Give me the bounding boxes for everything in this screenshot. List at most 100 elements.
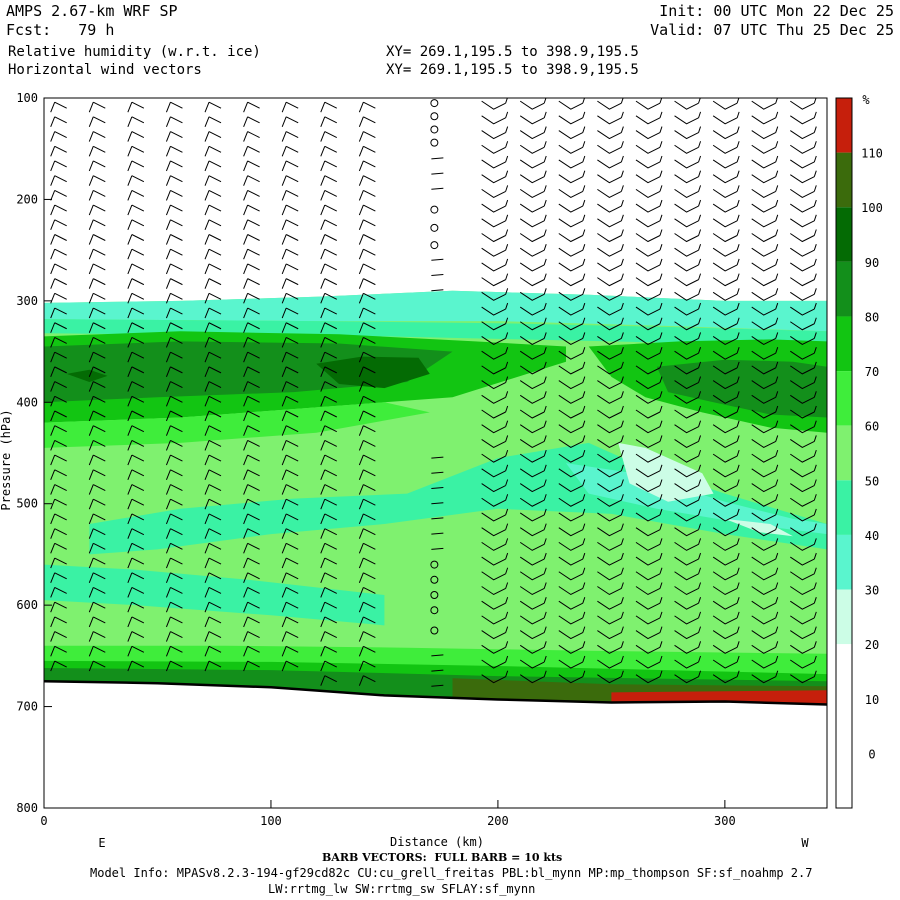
wind-barb: [751, 317, 779, 331]
wind-barb: [127, 160, 145, 172]
wind-barb: [635, 611, 663, 625]
wind-barb-shaft: [88, 145, 106, 157]
wind-barb-shaft: [712, 273, 740, 287]
wind-barb: [243, 513, 260, 525]
wind-barb: [204, 101, 222, 113]
wind-barb-shaft: [50, 248, 67, 260]
wind-barb: [674, 185, 702, 198]
wind-barb-shaft: [358, 439, 376, 451]
wind-barb: [204, 528, 222, 539]
wind-barb: [558, 582, 586, 596]
wind-barb: [597, 597, 624, 610]
wind-barb-shaft: [481, 332, 509, 346]
wind-barb: [519, 670, 547, 684]
wind-barb: [320, 542, 337, 554]
wind-barb-shaft: [558, 670, 586, 684]
wind-barb: [519, 420, 547, 434]
wind-barb: [204, 116, 222, 128]
wind-barb: [635, 538, 663, 551]
wind-barb-shaft: [674, 98, 701, 110]
wind-barb-shaft: [481, 273, 509, 287]
wind-barb: [751, 641, 779, 654]
colorbar-segment: [836, 589, 852, 645]
wind-barb-shaft: [243, 337, 260, 348]
wind-barb: [558, 111, 586, 125]
wind-barb: [519, 376, 547, 390]
colorbar-frame: [835, 97, 853, 809]
wind-barb-shaft: [50, 425, 67, 436]
wind-barb: [165, 660, 183, 672]
wind-barb: [281, 189, 299, 201]
wind-barb-shaft: [674, 597, 702, 610]
wind-barb: [751, 170, 779, 184]
wind-barb-shaft: [674, 258, 702, 272]
wind-barb-shaft: [751, 435, 779, 448]
wind-barb-shaft: [127, 292, 145, 304]
wind-barb: [712, 361, 740, 375]
wind-barb-shaft: [127, 307, 145, 319]
wind-barb-shaft: [320, 572, 337, 583]
wind-barb-shaft: [243, 557, 260, 569]
wind-barb-shaft: [281, 337, 299, 348]
wind-barb: [358, 175, 376, 186]
wind-barb: [481, 111, 509, 125]
wind-barb: [50, 542, 67, 554]
wind-barb: [790, 170, 817, 184]
wind-barb-shaft: [558, 361, 586, 375]
wind-barb: [165, 248, 183, 260]
wind-barb-shaft: [558, 391, 586, 404]
wind-barb: [674, 464, 702, 478]
wind-barb: [635, 111, 663, 125]
wind-barb-shaft: [790, 376, 817, 390]
wind-barb: [281, 513, 299, 525]
wind-barb: [712, 523, 740, 537]
wind-barb-shaft: [204, 410, 222, 422]
colorbar-label: 20: [865, 638, 879, 652]
wind-barb-shaft: [358, 454, 376, 466]
wind-barb: [320, 410, 337, 422]
wind-barb-shaft: [751, 155, 779, 169]
wind-barb-shaft: [751, 449, 779, 463]
wind-barb-shaft: [243, 425, 260, 436]
wind-barb: [712, 582, 740, 596]
wind-barb-shaft: [790, 126, 817, 140]
wind-barb-shaft: [358, 292, 376, 304]
wind-barb-shaft: [519, 391, 547, 404]
wind-barb: [320, 660, 337, 672]
wind-barb: [320, 234, 337, 245]
wind-barb: [558, 391, 586, 404]
wind-barb: [790, 199, 817, 213]
wind-barb: [635, 288, 663, 301]
wind-barb-shaft: [358, 101, 376, 113]
wind-barb: [320, 219, 337, 230]
wind-barb-shaft: [50, 645, 67, 657]
wind-barb: [358, 101, 376, 113]
wind-barb: [481, 420, 509, 434]
wind-barb-shaft: [790, 449, 817, 463]
wind-barb: [558, 611, 586, 625]
wind-barb-shaft: [165, 484, 183, 495]
wind-barb: [88, 631, 106, 642]
wind-barb: [751, 582, 779, 596]
wind-barb: [597, 567, 624, 581]
wind-barb: [127, 366, 145, 378]
wind-barb: [88, 189, 106, 201]
wind-barb-shaft: [558, 464, 586, 478]
wind-barb-shaft: [635, 641, 663, 654]
wind-barb: [481, 523, 509, 537]
wind-barb-shaft: [674, 508, 702, 522]
wind-barb: [281, 145, 299, 157]
wind-barb-shaft: [358, 160, 376, 172]
wind-barb: [635, 391, 663, 404]
wind-barb-shaft: [712, 229, 740, 243]
wind-barb: [165, 484, 183, 495]
wind-barb: [165, 263, 183, 275]
wind-barb-shaft: [597, 258, 624, 272]
wind-barb-shaft: [481, 391, 509, 404]
wind-barb: [88, 542, 106, 554]
wind-barb-shaft: [88, 587, 106, 598]
wind-barb-shaft: [165, 469, 183, 481]
wind-barb: [88, 248, 106, 260]
wind-barb-shaft: [712, 185, 740, 198]
wind-barb-shaft: [281, 263, 299, 275]
